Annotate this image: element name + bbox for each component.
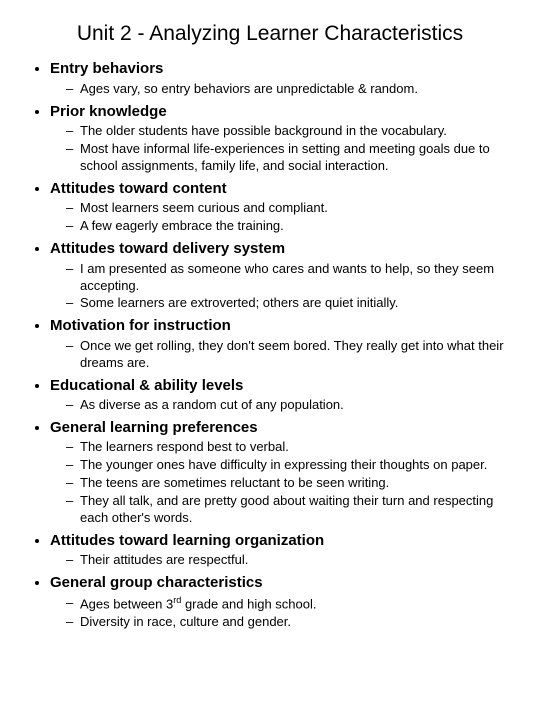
section-heading: Prior knowledge bbox=[50, 102, 516, 122]
section-items: Ages between 3rd grade and high school.D… bbox=[50, 595, 516, 631]
outline-list: Entry behaviors Ages vary, so entry behav… bbox=[24, 59, 516, 631]
section: General learning preferencesThe learners… bbox=[50, 418, 516, 527]
section: Attitudes toward contentMost learners se… bbox=[50, 179, 516, 235]
page-title: Unit 2 - Analyzing Learner Characteristi… bbox=[24, 20, 516, 47]
section-item: Ages between 3rd grade and high school. bbox=[66, 595, 516, 613]
section-item: Most learners seem curious and compliant… bbox=[66, 200, 516, 217]
section-item: Most have informal life-experiences in s… bbox=[66, 141, 516, 175]
section: Attitudes toward delivery systemI am pre… bbox=[50, 239, 516, 312]
section-item: Their attitudes are respectful. bbox=[66, 552, 516, 569]
section: Entry behaviors Ages vary, so entry behav… bbox=[50, 59, 516, 97]
section-item: As diverse as a random cut of any popula… bbox=[66, 397, 516, 414]
section-heading: General learning preferences bbox=[50, 418, 516, 438]
section-item: The younger ones have difficulty in expr… bbox=[66, 457, 516, 474]
section: Educational & ability levelsAs diverse a… bbox=[50, 376, 516, 414]
section: Motivation for instructionOnce we get ro… bbox=[50, 316, 516, 371]
section: General group characteristicsAges betwee… bbox=[50, 573, 516, 631]
section-heading: Attitudes toward content bbox=[50, 179, 516, 199]
section-items: As diverse as a random cut of any popula… bbox=[50, 397, 516, 414]
section-item: Ages vary, so entry behaviors are unpred… bbox=[66, 81, 516, 98]
section-item: Diversity in race, culture and gender. bbox=[66, 614, 516, 631]
section-heading: Entry behaviors bbox=[50, 59, 516, 79]
section-item: The learners respond best to verbal. bbox=[66, 439, 516, 456]
section-items: The learners respond best to verbal.The … bbox=[50, 439, 516, 526]
section-item: I am presented as someone who cares and … bbox=[66, 261, 516, 295]
section-heading: Motivation for instruction bbox=[50, 316, 516, 336]
section-items: The older students have possible backgro… bbox=[50, 123, 516, 175]
section-heading: General group characteristics bbox=[50, 573, 516, 593]
section-heading: Attitudes toward learning organization bbox=[50, 531, 516, 551]
section-item: Some learners are extroverted; others ar… bbox=[66, 295, 516, 312]
section-items: I am presented as someone who cares and … bbox=[50, 261, 516, 313]
section-items: Their attitudes are respectful. bbox=[50, 552, 516, 569]
section-item: Once we get rolling, they don't seem bor… bbox=[66, 338, 516, 372]
section-item: The teens are sometimes reluctant to be … bbox=[66, 475, 516, 492]
section: Attitudes toward learning organizationTh… bbox=[50, 531, 516, 569]
section-heading: Attitudes toward delivery system bbox=[50, 239, 516, 259]
section-items: Ages vary, so entry behaviors are unpred… bbox=[50, 81, 516, 98]
section-item: A few eagerly embrace the training. bbox=[66, 218, 516, 235]
section-item: They all talk, and are pretty good about… bbox=[66, 493, 516, 527]
section: Prior knowledgeThe older students have p… bbox=[50, 102, 516, 175]
section-items: Once we get rolling, they don't seem bor… bbox=[50, 338, 516, 372]
section-heading: Educational & ability levels bbox=[50, 376, 516, 396]
section-items: Most learners seem curious and compliant… bbox=[50, 200, 516, 235]
section-item: The older students have possible backgro… bbox=[66, 123, 516, 140]
